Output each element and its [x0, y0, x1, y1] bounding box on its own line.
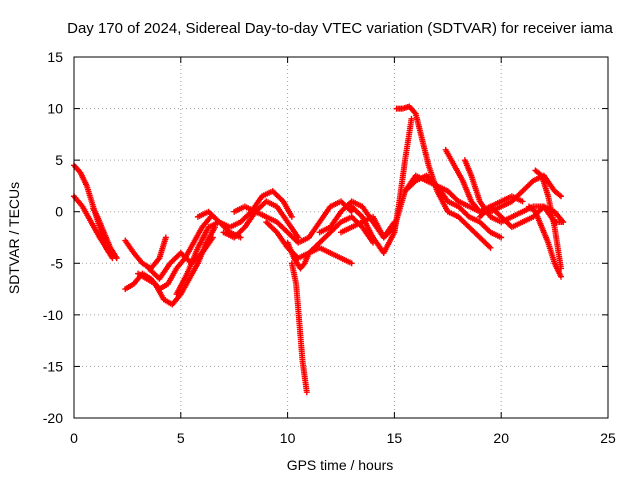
data-point — [408, 115, 415, 122]
data-point — [560, 219, 567, 226]
data-point — [558, 265, 565, 272]
data-point — [113, 255, 120, 262]
data-point — [162, 234, 169, 241]
series-sat-k — [231, 198, 355, 246]
x-tick-label: 5 — [177, 430, 185, 446]
series-sat-e — [122, 234, 169, 272]
data-point — [556, 192, 563, 199]
x-tick-label: 25 — [600, 430, 616, 446]
x-tick-label: 10 — [280, 430, 296, 446]
series-sat-q — [348, 115, 415, 256]
data-point — [348, 260, 355, 267]
data-point — [237, 234, 244, 241]
y-tick-label: -5 — [51, 255, 64, 271]
y-tick-label: -20 — [43, 410, 63, 426]
data-point — [558, 193, 565, 200]
chart-title: Day 170 of 2024, Sidereal Day-to-day VTE… — [67, 20, 613, 37]
series-sat-l — [263, 219, 355, 267]
plot-frame — [73, 56, 609, 419]
series-sat-r — [393, 103, 494, 251]
axes: 0 5 10 15 20 25 -20 -15 -10 -5 0 5 10 15 — [43, 49, 616, 446]
series-sat-n — [288, 260, 310, 396]
data-point — [519, 198, 526, 205]
data-layer — [71, 103, 567, 396]
series-sat-g — [145, 234, 216, 282]
y-tick-label: -15 — [43, 358, 63, 374]
data-point — [558, 273, 565, 280]
data-point — [209, 234, 216, 241]
x-tick-label: 20 — [493, 430, 509, 446]
y-tick-label: 0 — [55, 204, 63, 220]
x-tick-label: 15 — [387, 430, 403, 446]
x-tick-label: 0 — [70, 430, 78, 446]
data-point — [498, 234, 505, 241]
x-axis-label: GPS time / hours — [286, 457, 394, 473]
data-point — [303, 389, 310, 396]
data-point — [288, 213, 295, 220]
series-sat-c — [90, 205, 120, 262]
series-sat-y — [532, 167, 565, 272]
data-point — [487, 244, 494, 251]
y-tick-label: 15 — [47, 49, 63, 65]
y-tick-label: -10 — [43, 307, 63, 323]
series-sat-i — [194, 188, 295, 231]
y-tick-label: 10 — [47, 101, 63, 117]
y-tick-label: 5 — [55, 152, 63, 168]
data-point — [300, 261, 307, 268]
grid-lines — [74, 57, 608, 418]
series-sat-u — [442, 146, 526, 215]
series-sat-s — [402, 172, 505, 241]
y-axis-label: SDTVAR / TECUs — [6, 181, 22, 295]
